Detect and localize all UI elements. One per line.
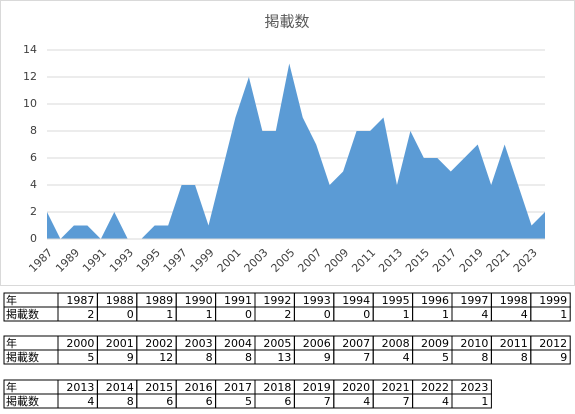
- y-tick-label: 6: [30, 151, 37, 164]
- year-cell: 2003: [185, 337, 213, 350]
- year-cell: 2012: [539, 337, 567, 350]
- count-cell: 5: [442, 351, 449, 364]
- y-tick-label: 12: [23, 70, 37, 83]
- count-cell: 8: [127, 395, 134, 408]
- year-cell: 2018: [263, 381, 291, 394]
- count-cell: 1: [206, 308, 213, 321]
- count-cell: 7: [363, 351, 370, 364]
- year-cell: 2009: [421, 337, 449, 350]
- count-cell: 5: [245, 395, 252, 408]
- row-header: 掲載数: [6, 307, 39, 321]
- year-cell: 2008: [382, 337, 410, 350]
- count-cell: 8: [481, 351, 488, 364]
- count-cell: 0: [324, 308, 331, 321]
- count-cell: 1: [442, 308, 449, 321]
- data-table: 年 1987 1988 1989 1990 1991 1992 1993 1994 1995 199…: [3, 292, 571, 409]
- count-cell: 4: [403, 351, 410, 364]
- y-tick-label: 8: [30, 124, 37, 137]
- count-cell: 7: [324, 395, 331, 408]
- count-cell: 8: [245, 351, 252, 364]
- count-cell: 12: [159, 351, 173, 364]
- row-header: 年: [6, 293, 17, 307]
- year-cell: 1996: [421, 294, 449, 307]
- year-cell: 2005: [263, 337, 291, 350]
- count-cell: 6: [284, 395, 291, 408]
- year-cell: 2014: [106, 381, 134, 394]
- table-cell: [530, 306, 571, 322]
- count-cell: 1: [481, 395, 488, 408]
- year-cell: 1987: [66, 294, 94, 307]
- year-cell: 2013: [66, 381, 94, 394]
- count-cell: 6: [166, 395, 173, 408]
- y-tick-label: 10: [23, 97, 37, 110]
- count-cell: 8: [206, 351, 213, 364]
- count-cell: 4: [521, 308, 528, 321]
- count-cell: 0: [363, 308, 370, 321]
- count-cell: 13: [277, 351, 291, 364]
- year-cell: 1991: [224, 294, 252, 307]
- count-cell: 9: [560, 351, 567, 364]
- count-cell: 1: [403, 308, 410, 321]
- year-cell: 1998: [500, 294, 528, 307]
- year-cell: 2016: [185, 381, 213, 394]
- year-cell: 2017: [224, 381, 252, 394]
- year-cell: 2000: [66, 337, 94, 350]
- year-cell: 1999: [539, 294, 567, 307]
- count-cell: 9: [324, 351, 331, 364]
- year-cell: 1994: [342, 294, 370, 307]
- year-cell: 2001: [106, 337, 134, 350]
- count-cell: 8: [521, 351, 528, 364]
- count-cell: 7: [403, 395, 410, 408]
- count-cell: 4: [87, 395, 94, 408]
- chart-title: 掲載数: [264, 13, 309, 31]
- year-cell: 2004: [224, 337, 252, 350]
- count-cell: 2: [87, 308, 94, 321]
- count-cell: 0: [127, 308, 134, 321]
- year-cell: 2006: [303, 337, 331, 350]
- year-cell: 2002: [145, 337, 173, 350]
- count-cell: 6: [206, 395, 213, 408]
- area: [47, 63, 545, 239]
- count-cell: 1: [560, 308, 567, 321]
- y-tick-label: 14: [23, 43, 37, 56]
- count-cell: 4: [363, 395, 370, 408]
- year-cell: 2020: [342, 381, 370, 394]
- count-cell: 2: [284, 308, 291, 321]
- year-cell: 1990: [185, 294, 213, 307]
- row-header: 年: [6, 380, 17, 394]
- year-cell: 1995: [382, 294, 410, 307]
- count-cell: 1: [166, 308, 173, 321]
- row-header: 掲載数: [6, 350, 39, 364]
- count-cell: 9: [127, 351, 134, 364]
- year-cell: 1988: [106, 294, 134, 307]
- y-tick-label: 2: [30, 205, 37, 218]
- year-cell: 2019: [303, 381, 331, 394]
- year-cell: 1989: [145, 294, 173, 307]
- year-cell: 2023: [460, 381, 488, 394]
- year-cell: 2021: [382, 381, 410, 394]
- year-cell: 1993: [303, 294, 331, 307]
- table-cell: [451, 393, 492, 409]
- row-header: 年: [6, 336, 17, 350]
- year-cell: 2011: [500, 337, 528, 350]
- year-cell: 1997: [460, 294, 488, 307]
- year-cell: 2007: [342, 337, 370, 350]
- table-cell: [530, 349, 571, 365]
- count-cell: 4: [442, 395, 449, 408]
- year-cell: 2010: [460, 337, 488, 350]
- y-tick-label: 0: [30, 232, 37, 245]
- row-header: 掲載数: [6, 394, 39, 408]
- count-cell: 0: [245, 308, 252, 321]
- y-tick-label: 4: [30, 178, 37, 191]
- year-cell: 2022: [421, 381, 449, 394]
- year-cell: 1992: [263, 294, 291, 307]
- count-cell: 4: [481, 308, 488, 321]
- count-cell: 5: [87, 351, 94, 364]
- year-cell: 2015: [145, 381, 173, 394]
